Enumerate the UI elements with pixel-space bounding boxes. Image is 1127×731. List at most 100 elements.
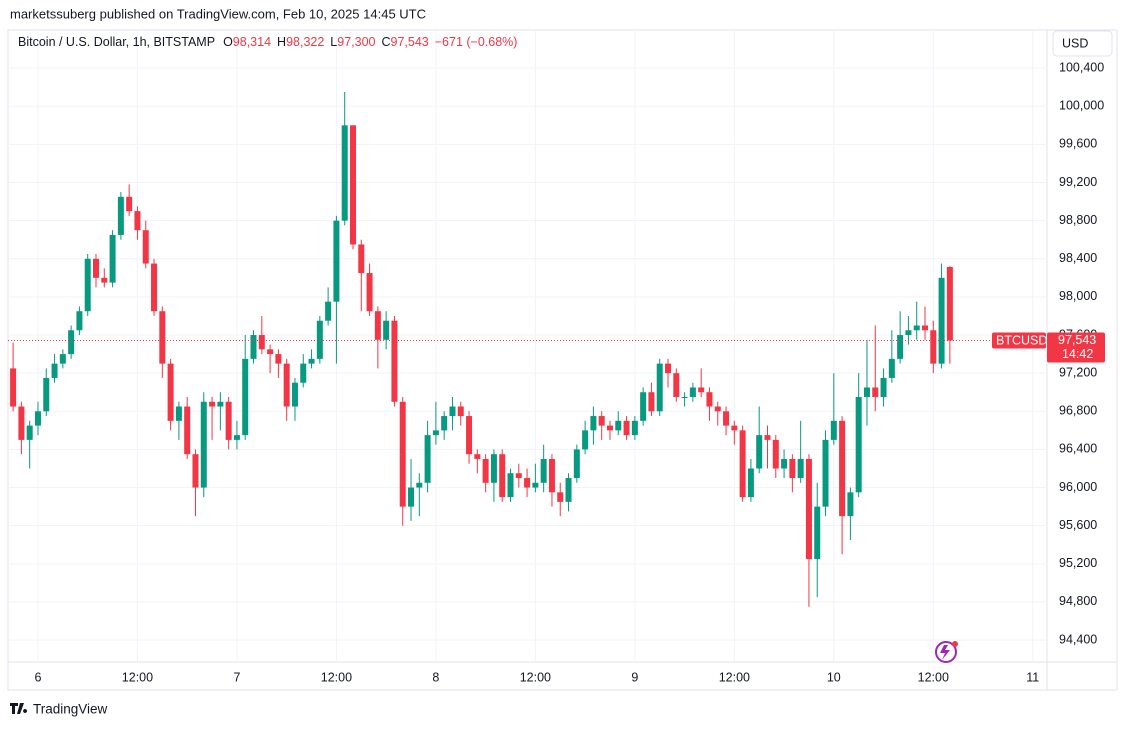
candle-body <box>930 330 937 364</box>
candle-body <box>109 234 116 283</box>
candle-body <box>499 454 506 498</box>
x-tick-label: 12:00 <box>719 670 750 684</box>
candle-body <box>946 266 953 341</box>
x-tick-label: 12:00 <box>918 670 949 684</box>
candle-body <box>76 311 83 331</box>
y-tick-label: 96,400 <box>1059 442 1097 456</box>
candle-body <box>267 349 274 355</box>
candle-body <box>366 273 373 312</box>
candle-body <box>698 387 705 393</box>
candle-body <box>374 311 381 340</box>
candle-body <box>905 330 912 336</box>
x-tick-label: 11 <box>1026 670 1039 684</box>
candle-body <box>325 301 332 321</box>
candle-body <box>656 363 663 412</box>
candle-body <box>797 458 804 479</box>
y-tick-label: 99,600 <box>1059 137 1097 151</box>
x-tick-label: 9 <box>631 670 638 684</box>
candle-body <box>192 454 199 488</box>
candle-body <box>399 401 406 507</box>
candle-body <box>606 425 613 431</box>
x-tick-label: 7 <box>233 670 240 684</box>
currency-button[interactable] <box>1052 30 1113 57</box>
candle-body <box>706 392 713 407</box>
currency-label[interactable]: USD <box>1062 36 1088 50</box>
candle-body <box>822 439 829 507</box>
y-tick-label: 94,400 <box>1059 632 1097 646</box>
candle-body <box>598 416 605 426</box>
candle-body <box>938 277 945 364</box>
candle-body <box>648 392 655 412</box>
candle-body <box>10 368 17 407</box>
x-tick-label: 6 <box>34 670 41 684</box>
y-tick-label: 94,800 <box>1059 594 1097 608</box>
candle-body <box>789 458 796 479</box>
ai-icon <box>935 641 958 663</box>
candle-body <box>101 277 108 283</box>
price-tag <box>1047 332 1105 363</box>
y-tick-label: 95,600 <box>1059 518 1097 532</box>
candle-body <box>424 435 431 483</box>
candle-body <box>731 425 738 431</box>
price-tag-countdown: 14:42 <box>1062 347 1093 361</box>
y-tick-label: 96,000 <box>1059 480 1097 494</box>
candle-body <box>723 411 730 426</box>
candles <box>10 91 953 607</box>
y-tick-label: 97,200 <box>1059 365 1097 379</box>
candle-body <box>714 406 721 412</box>
candle-body <box>739 430 746 498</box>
candle-body <box>300 363 307 383</box>
candle-body <box>524 478 531 488</box>
legend-key: C <box>381 35 390 49</box>
candle-body <box>283 363 290 407</box>
candle-body <box>888 358 895 378</box>
ohlc-legend: Bitcoin / U.S. Dollar, 1h, BITSTAMP O98,3… <box>18 35 517 49</box>
candle-body <box>93 258 99 278</box>
candle-body <box>764 435 771 440</box>
legend-key: L <box>330 35 337 49</box>
candle-body <box>640 392 647 421</box>
candle-body <box>291 382 298 407</box>
y-tick-label: 98,400 <box>1059 251 1097 265</box>
grid <box>8 30 1047 662</box>
legend-value: 98,314 <box>233 35 271 49</box>
y-tick-label: 96,800 <box>1059 404 1097 418</box>
candle-body <box>772 439 779 469</box>
candle-body <box>416 482 423 488</box>
candle-body <box>665 363 672 374</box>
candle-body <box>341 125 348 221</box>
candle-body <box>225 401 232 440</box>
candle-body <box>913 325 920 331</box>
candle-body <box>217 401 224 407</box>
candle-body <box>681 396 688 398</box>
candle-body <box>922 325 928 331</box>
legend-symbol: Bitcoin / U.S. Dollar, 1h, BITSTAMP <box>18 35 215 49</box>
candle-body <box>209 401 216 407</box>
candle-body <box>68 330 75 355</box>
candle-body <box>532 482 539 488</box>
candle-body <box>747 468 754 498</box>
candle-body <box>358 244 365 274</box>
candle-body <box>432 430 439 436</box>
candle-body <box>134 211 141 231</box>
candle-body <box>457 406 464 417</box>
candle-body <box>159 311 166 364</box>
candle-body <box>474 454 481 459</box>
candle-body <box>18 406 25 440</box>
brand-logo <box>10 703 28 714</box>
candle-body <box>26 425 33 440</box>
candle-body <box>167 363 174 421</box>
candle-body <box>756 435 763 469</box>
candle-body <box>250 335 257 359</box>
candle-body <box>466 416 473 455</box>
candle-body <box>383 320 390 340</box>
legend-value: 97,543 <box>391 35 429 49</box>
y-tick-label: 99,200 <box>1059 175 1097 189</box>
candle-body <box>805 458 812 560</box>
x-tick-label: 8 <box>432 670 439 684</box>
legend-key: O <box>223 35 233 49</box>
candle-body <box>507 473 514 498</box>
candle-body <box>781 458 788 469</box>
y-tick-label: 100,000 <box>1059 99 1104 113</box>
